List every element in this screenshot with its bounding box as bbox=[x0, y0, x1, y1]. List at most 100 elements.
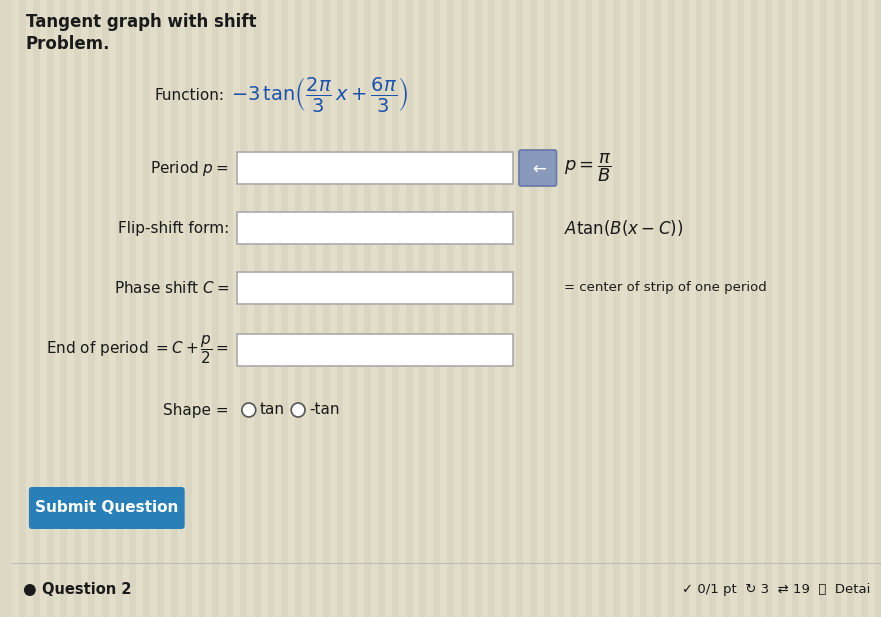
Bar bbox=[440, 0, 447, 617]
Bar bbox=[758, 0, 765, 617]
Bar bbox=[558, 0, 565, 617]
Bar bbox=[47, 0, 54, 617]
Bar bbox=[40, 0, 47, 617]
Bar bbox=[61, 0, 67, 617]
Bar bbox=[668, 0, 675, 617]
Bar bbox=[820, 0, 826, 617]
Bar bbox=[744, 0, 751, 617]
Bar bbox=[268, 0, 275, 617]
Bar bbox=[612, 0, 619, 617]
Bar bbox=[482, 0, 488, 617]
Bar bbox=[640, 0, 648, 617]
FancyBboxPatch shape bbox=[29, 487, 185, 529]
Bar bbox=[792, 0, 799, 617]
Bar bbox=[171, 0, 178, 617]
Bar bbox=[405, 0, 412, 617]
Bar bbox=[205, 0, 212, 617]
Text: Function:: Function: bbox=[154, 88, 224, 102]
Bar bbox=[626, 0, 633, 617]
FancyBboxPatch shape bbox=[237, 212, 513, 244]
Bar bbox=[661, 0, 668, 617]
Bar bbox=[675, 0, 682, 617]
Bar bbox=[585, 0, 592, 617]
Text: Shape =: Shape = bbox=[164, 402, 229, 418]
Bar bbox=[475, 0, 482, 617]
Bar bbox=[130, 0, 137, 617]
Bar bbox=[716, 0, 723, 617]
Bar bbox=[219, 0, 226, 617]
Bar bbox=[144, 0, 150, 617]
Bar bbox=[261, 0, 268, 617]
Text: Phase shift $C=$: Phase shift $C=$ bbox=[114, 280, 229, 296]
Bar bbox=[26, 0, 33, 617]
Bar bbox=[523, 0, 529, 617]
Bar bbox=[95, 0, 102, 617]
Bar bbox=[509, 0, 516, 617]
Bar bbox=[74, 0, 81, 617]
Bar bbox=[599, 0, 606, 617]
Text: = center of strip of one period: = center of strip of one period bbox=[565, 281, 767, 294]
Bar bbox=[309, 0, 316, 617]
Bar bbox=[316, 0, 322, 617]
Bar bbox=[529, 0, 537, 617]
Bar bbox=[419, 0, 426, 617]
Text: Period $p=$: Period $p=$ bbox=[151, 159, 229, 178]
Bar bbox=[468, 0, 475, 617]
Bar bbox=[571, 0, 578, 617]
Text: Tangent graph with shift: Tangent graph with shift bbox=[26, 13, 256, 31]
Bar bbox=[633, 0, 640, 617]
Bar bbox=[875, 0, 881, 617]
Bar bbox=[212, 0, 219, 617]
Bar bbox=[565, 0, 571, 617]
Bar bbox=[385, 0, 392, 617]
Bar bbox=[371, 0, 378, 617]
Bar bbox=[19, 0, 26, 617]
Bar bbox=[433, 0, 440, 617]
Circle shape bbox=[24, 584, 36, 596]
Bar bbox=[254, 0, 261, 617]
Bar bbox=[737, 0, 744, 617]
Bar bbox=[833, 0, 840, 617]
Bar bbox=[751, 0, 758, 617]
Bar bbox=[682, 0, 689, 617]
Bar bbox=[862, 0, 868, 617]
Bar bbox=[33, 0, 40, 617]
Bar bbox=[592, 0, 599, 617]
Text: $\leftarrow$: $\leftarrow$ bbox=[529, 159, 547, 177]
Text: Submit Question: Submit Question bbox=[35, 500, 179, 515]
Bar bbox=[868, 0, 875, 617]
Bar bbox=[806, 0, 813, 617]
Bar bbox=[392, 0, 399, 617]
Bar bbox=[399, 0, 405, 617]
Bar bbox=[351, 0, 358, 617]
Bar bbox=[164, 0, 171, 617]
Text: tan: tan bbox=[260, 402, 285, 418]
FancyBboxPatch shape bbox=[519, 150, 557, 186]
Bar bbox=[826, 0, 833, 617]
Bar bbox=[799, 0, 806, 617]
Bar bbox=[67, 0, 74, 617]
Bar bbox=[322, 0, 329, 617]
Bar bbox=[848, 0, 855, 617]
Text: Flip-shift form:: Flip-shift form: bbox=[118, 220, 229, 236]
Bar bbox=[364, 0, 371, 617]
Bar bbox=[233, 0, 240, 617]
Bar bbox=[108, 0, 115, 617]
Bar bbox=[813, 0, 820, 617]
Text: $-3\,\tan\!\left(\dfrac{2\pi}{3}\,x+\dfrac{6\pi}{3}\right)$: $-3\,\tan\!\left(\dfrac{2\pi}{3}\,x+\dfr… bbox=[231, 75, 408, 115]
Bar bbox=[730, 0, 737, 617]
FancyBboxPatch shape bbox=[237, 152, 513, 184]
Bar bbox=[578, 0, 585, 617]
Bar bbox=[779, 0, 785, 617]
Text: End of period $= C + \dfrac{p}{2} =$: End of period $= C + \dfrac{p}{2} =$ bbox=[47, 334, 229, 366]
Bar bbox=[329, 0, 337, 617]
Bar bbox=[689, 0, 696, 617]
Bar bbox=[516, 0, 523, 617]
Bar bbox=[702, 0, 709, 617]
Bar bbox=[191, 0, 198, 617]
Bar bbox=[281, 0, 288, 617]
Bar bbox=[295, 0, 302, 617]
Bar bbox=[488, 0, 495, 617]
Bar bbox=[288, 0, 295, 617]
Bar bbox=[150, 0, 157, 617]
